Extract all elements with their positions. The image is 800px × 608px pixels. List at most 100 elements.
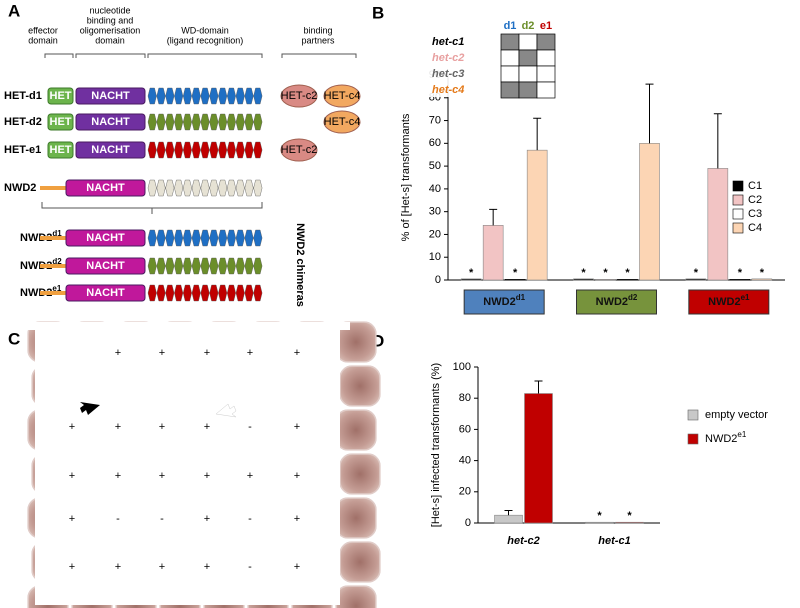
key-cell <box>536 65 556 83</box>
panel-letter: C <box>8 329 20 348</box>
wd-repeat <box>226 284 236 302</box>
chimera-label: NWD2 chimeras <box>294 223 306 307</box>
wd-repeat <box>165 141 175 159</box>
error-bar <box>504 510 513 516</box>
significance-marker: * <box>738 267 743 279</box>
key-row: het-c2 <box>432 52 464 64</box>
bar <box>585 521 614 524</box>
wd-repeat <box>174 257 184 275</box>
bar <box>685 278 707 281</box>
wd-repeat <box>182 141 192 159</box>
wd-repeat <box>147 87 157 105</box>
wd-repeat <box>226 257 236 275</box>
wd-repeat <box>156 257 166 275</box>
key-cell <box>536 33 556 51</box>
wd-repeat <box>200 113 210 131</box>
wd-repeat <box>191 141 201 159</box>
well <box>336 586 376 608</box>
nacht-domain <box>65 284 146 302</box>
photo-frame <box>0 322 350 605</box>
y-tick-label: 20 <box>459 486 471 498</box>
wd-repeat <box>182 113 192 131</box>
y-tick-label: 100 <box>453 361 471 373</box>
partner <box>323 110 361 134</box>
nacht-domain <box>75 113 146 131</box>
y-tick-label: 0 <box>435 274 441 286</box>
wd-repeat <box>174 141 184 159</box>
wd-repeat <box>244 257 254 275</box>
wd-repeat <box>191 179 201 197</box>
significance-marker: * <box>581 267 586 279</box>
protein-name: HET-e1 <box>4 144 41 156</box>
chart-d: 0 20 40 60 80 100 [Het-s] infected transforman… <box>430 361 768 547</box>
key-row: het-c3 <box>432 68 464 80</box>
arrow-white <box>215 403 237 418</box>
wd-repeat <box>165 229 175 247</box>
protein-name-sup: e1 <box>52 284 61 293</box>
x-tick-label-base: NWD2 <box>708 296 740 308</box>
wd-repeat <box>244 87 254 105</box>
protein-name: NWD2d1 <box>20 229 62 244</box>
bar <box>729 279 751 281</box>
well <box>340 454 380 494</box>
bar <box>707 168 729 281</box>
wd-repeat <box>156 179 166 197</box>
wd-repeat <box>218 87 228 105</box>
wd-repeat <box>200 141 210 159</box>
nacht-label: NACHT <box>86 260 125 272</box>
partner-label: HET-c2 <box>281 144 318 156</box>
legend-label: C4 <box>748 222 762 234</box>
sign: + <box>294 561 300 573</box>
header-label: (ligand recognition) <box>167 35 244 45</box>
wd-repeat <box>147 113 157 131</box>
key-cell <box>500 81 520 99</box>
wd-repeat <box>235 113 245 131</box>
protein-name: NWD2d2 <box>20 257 62 272</box>
sign: + <box>204 470 210 482</box>
y-tick-label: 40 <box>459 455 471 467</box>
wd-repeat <box>174 179 184 197</box>
wd-repeat <box>156 87 166 105</box>
sign: + <box>69 561 75 573</box>
wd-repeat <box>244 229 254 247</box>
bar <box>595 279 616 281</box>
wd-repeat <box>253 284 263 302</box>
wd-repeat <box>209 141 219 159</box>
error-bar <box>645 83 654 144</box>
wd-repeat <box>244 179 254 197</box>
partner <box>280 84 318 108</box>
significance-marker: * <box>627 510 632 522</box>
y-tick-label: 0 <box>465 517 471 529</box>
protein-name: HET-d1 <box>4 90 42 102</box>
sign: + <box>115 347 121 359</box>
key-column: d1 <box>504 20 517 32</box>
sign: - <box>160 513 164 525</box>
partner-label: HET-c2 <box>281 90 318 102</box>
sign: + <box>204 513 210 525</box>
wd-repeat <box>165 284 175 302</box>
sign: + <box>115 421 121 433</box>
linker <box>40 291 66 295</box>
y-tick-label: 20 <box>429 228 441 240</box>
x-tick-label: NWD2d1 <box>483 293 525 308</box>
significance-marker: * <box>625 267 630 279</box>
nacht-label: NACHT <box>91 90 130 102</box>
header-label: binding and <box>87 15 134 25</box>
bar <box>494 514 523 524</box>
wd-repeat <box>253 87 263 105</box>
wd-repeat <box>253 141 263 159</box>
protein-name-base: NWD2 <box>20 287 52 299</box>
wd-repeat <box>182 284 192 302</box>
sign: + <box>294 421 300 433</box>
sign: + <box>294 347 300 359</box>
wd-repeat <box>174 229 184 247</box>
wd-repeat <box>235 257 245 275</box>
y-axis-label: % of [Het-s] transformants <box>400 113 412 241</box>
y-tick-label: 10 <box>429 251 441 263</box>
legend-label: C3 <box>748 208 762 220</box>
sign: + <box>69 513 75 525</box>
wd-repeat <box>244 141 254 159</box>
wd-repeat <box>156 113 166 131</box>
bar <box>460 278 482 281</box>
wd-repeat <box>200 87 210 105</box>
